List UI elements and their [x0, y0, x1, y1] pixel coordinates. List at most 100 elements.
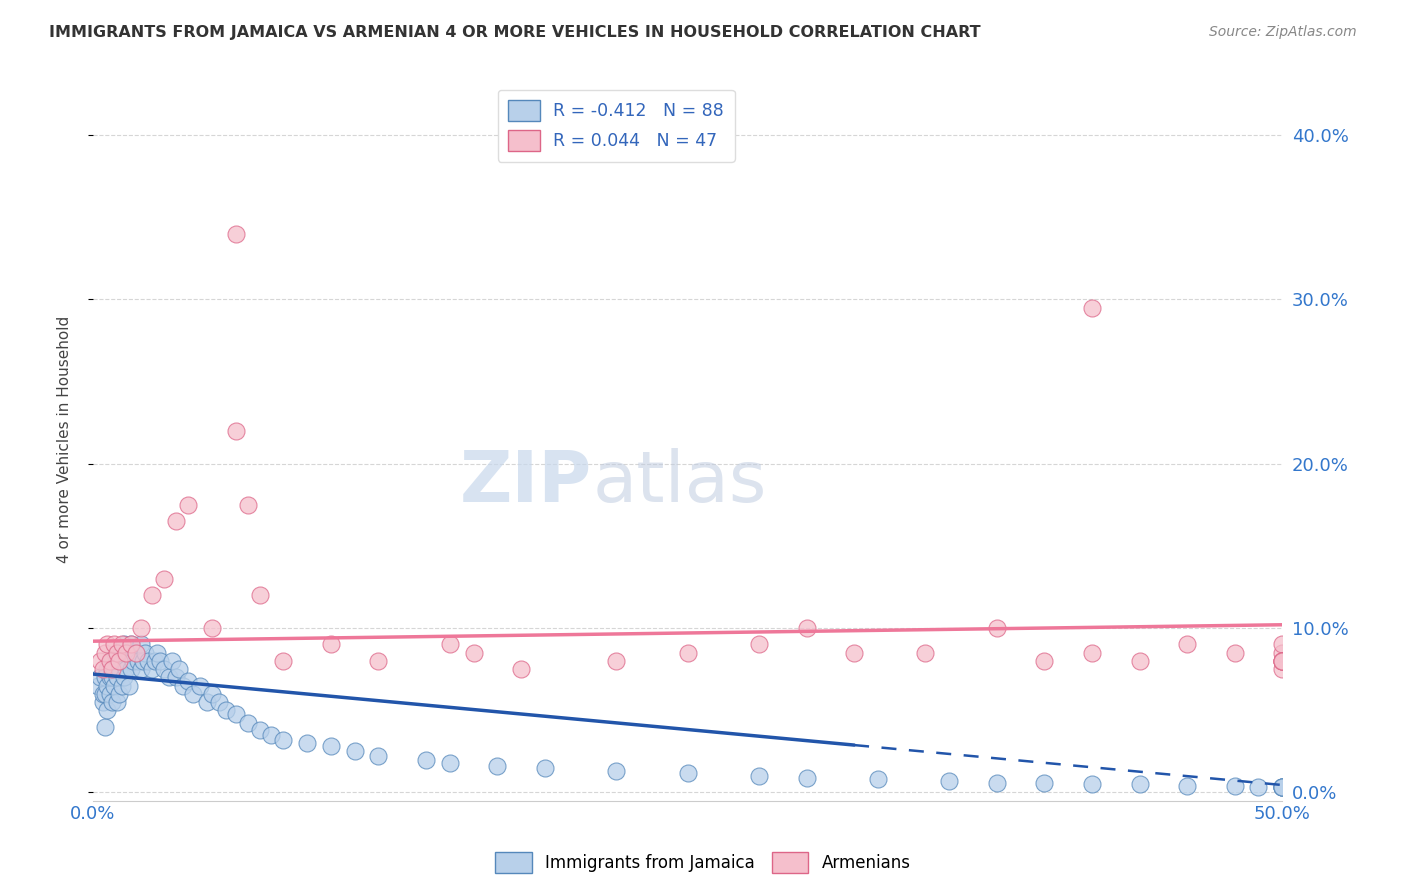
Point	[98, 654, 121, 668]
Point	[160, 654, 183, 668]
Point	[1271, 780, 1294, 795]
Point	[842, 646, 865, 660]
Point	[91, 695, 114, 709]
Point	[112, 670, 135, 684]
Point	[1271, 780, 1294, 795]
Legend: R = -0.412   N = 88, R = 0.044   N = 47: R = -0.412 N = 88, R = 0.044 N = 47	[498, 90, 734, 161]
Point	[103, 662, 125, 676]
Point	[129, 638, 152, 652]
Point	[118, 646, 141, 660]
Text: IMMIGRANTS FROM JAMAICA VS ARMENIAN 4 OR MORE VEHICLES IN HOUSEHOLD CORRELATION : IMMIGRANTS FROM JAMAICA VS ARMENIAN 4 OR…	[49, 25, 981, 40]
Point	[105, 646, 128, 660]
Point	[1033, 775, 1056, 789]
Point	[89, 670, 111, 684]
Point	[134, 646, 156, 660]
Point	[1128, 777, 1150, 791]
Point	[676, 646, 699, 660]
Y-axis label: 4 or more Vehicles in Household: 4 or more Vehicles in Household	[58, 316, 72, 563]
Point	[110, 679, 132, 693]
Point	[367, 749, 389, 764]
Point	[1175, 638, 1198, 652]
Point	[181, 687, 204, 701]
Point	[101, 695, 124, 709]
Point	[129, 662, 152, 676]
Point	[1271, 638, 1294, 652]
Point	[1271, 654, 1294, 668]
Point	[94, 687, 117, 701]
Point	[141, 662, 163, 676]
Point	[938, 773, 960, 788]
Point	[914, 646, 936, 660]
Point	[108, 687, 131, 701]
Point	[271, 732, 294, 747]
Point	[149, 654, 172, 668]
Point	[172, 679, 194, 693]
Point	[112, 638, 135, 652]
Point	[1247, 780, 1270, 795]
Point	[236, 716, 259, 731]
Point	[122, 654, 145, 668]
Point	[1081, 301, 1104, 315]
Point	[105, 646, 128, 660]
Point	[1081, 646, 1104, 660]
Point	[141, 588, 163, 602]
Point	[201, 621, 224, 635]
Point	[463, 646, 485, 660]
Point	[91, 687, 114, 701]
Point	[98, 670, 121, 684]
Point	[1271, 646, 1294, 660]
Point	[125, 646, 148, 660]
Point	[105, 695, 128, 709]
Point	[439, 638, 461, 652]
Point	[129, 621, 152, 635]
Point	[748, 638, 770, 652]
Point	[1223, 779, 1246, 793]
Point	[486, 759, 509, 773]
Point	[249, 588, 271, 602]
Point	[101, 670, 124, 684]
Point	[120, 638, 142, 652]
Point	[188, 679, 211, 693]
Point	[319, 638, 342, 652]
Point	[249, 723, 271, 737]
Point	[605, 764, 627, 778]
Point	[157, 670, 180, 684]
Point	[796, 621, 818, 635]
Point	[94, 670, 117, 684]
Point	[153, 572, 176, 586]
Point	[115, 646, 138, 660]
Point	[98, 687, 121, 701]
Point	[415, 752, 437, 766]
Point	[101, 654, 124, 668]
Point	[120, 662, 142, 676]
Point	[115, 662, 138, 676]
Point	[260, 728, 283, 742]
Point	[195, 695, 218, 709]
Point	[986, 621, 1008, 635]
Text: atlas: atlas	[592, 448, 766, 517]
Point	[177, 673, 200, 688]
Point	[1128, 654, 1150, 668]
Point	[146, 646, 169, 660]
Point	[94, 646, 117, 660]
Point	[796, 771, 818, 785]
Text: ZIP: ZIP	[460, 448, 592, 517]
Point	[1271, 780, 1294, 795]
Point	[225, 706, 247, 721]
Point	[319, 739, 342, 754]
Point	[96, 703, 118, 717]
Point	[118, 679, 141, 693]
Point	[271, 654, 294, 668]
Point	[96, 662, 118, 676]
Point	[110, 638, 132, 652]
Point	[1033, 654, 1056, 668]
Point	[96, 638, 118, 652]
Point	[108, 662, 131, 676]
Point	[132, 654, 155, 668]
Point	[98, 654, 121, 668]
Point	[167, 662, 190, 676]
Point	[1271, 662, 1294, 676]
Point	[87, 679, 110, 693]
Point	[153, 662, 176, 676]
Point	[208, 695, 231, 709]
